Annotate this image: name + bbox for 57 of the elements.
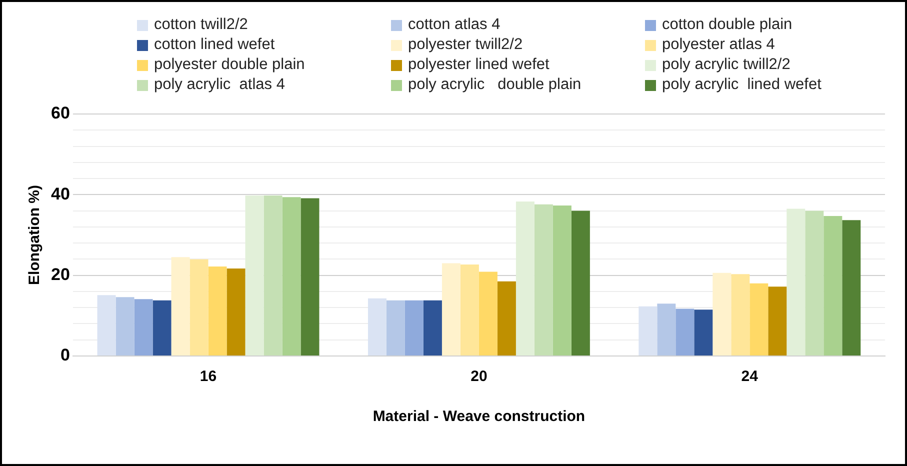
bar <box>731 274 750 356</box>
bar <box>676 308 694 356</box>
bar <box>552 206 572 356</box>
x-tick-label: 24 <box>741 368 759 386</box>
bar <box>423 300 442 356</box>
legend-label: poly acrylic twill2/2 <box>662 56 790 74</box>
legend-label: poly acrylic double plain <box>408 76 582 94</box>
bar <box>442 263 460 356</box>
bar <box>386 300 405 356</box>
bar <box>478 272 498 356</box>
bar <box>842 220 861 356</box>
bar <box>171 257 190 356</box>
y-tick-label: 20 <box>50 265 70 284</box>
bar <box>786 208 806 356</box>
y-axis-title: Elongation %) <box>26 185 44 285</box>
legend-label: polyester atlas 4 <box>662 36 775 54</box>
y-tick-label: 0 <box>60 346 70 365</box>
bar <box>712 272 732 356</box>
bar <box>638 306 658 356</box>
bar <box>460 264 479 356</box>
bar <box>190 259 208 356</box>
x-tick-label: 16 <box>200 368 217 386</box>
bar <box>805 210 824 356</box>
bar <box>208 266 227 356</box>
bar <box>534 204 553 356</box>
bar <box>694 310 713 356</box>
bar <box>750 283 768 356</box>
bar <box>768 286 787 356</box>
bar <box>571 210 590 356</box>
bar <box>657 304 676 356</box>
x-axis-title: Material - Weave construction <box>372 408 586 426</box>
legend-label: polyester twill2/2 <box>408 36 523 54</box>
legend-label: poly acrylic lined wefet <box>662 76 822 94</box>
bar <box>404 300 424 356</box>
legend-label: cotton atlas 4 <box>408 16 500 34</box>
bar <box>282 197 301 356</box>
bar <box>245 195 264 356</box>
bar <box>516 202 534 356</box>
y-tick-label: 40 <box>50 184 70 204</box>
bar <box>134 299 153 356</box>
bar <box>824 216 842 356</box>
bar <box>152 300 172 356</box>
y-tick-label: 60 <box>50 104 70 123</box>
legend-label: polyester lined wefet <box>408 56 550 74</box>
bar <box>226 268 246 356</box>
bar <box>97 295 116 356</box>
legend-label: polyester double plain <box>154 56 305 74</box>
legend-label: cotton lined wefet <box>154 36 275 54</box>
bar <box>497 281 516 356</box>
bar <box>116 297 134 356</box>
legend-label: cotton double plain <box>662 16 792 34</box>
legend-label: poly acrylic atlas 4 <box>154 76 285 94</box>
x-tick-label: 20 <box>470 368 488 386</box>
bar <box>300 198 320 356</box>
bar <box>264 195 282 356</box>
bar <box>368 298 386 356</box>
legend-label: cotton twill2/2 <box>154 16 248 34</box>
